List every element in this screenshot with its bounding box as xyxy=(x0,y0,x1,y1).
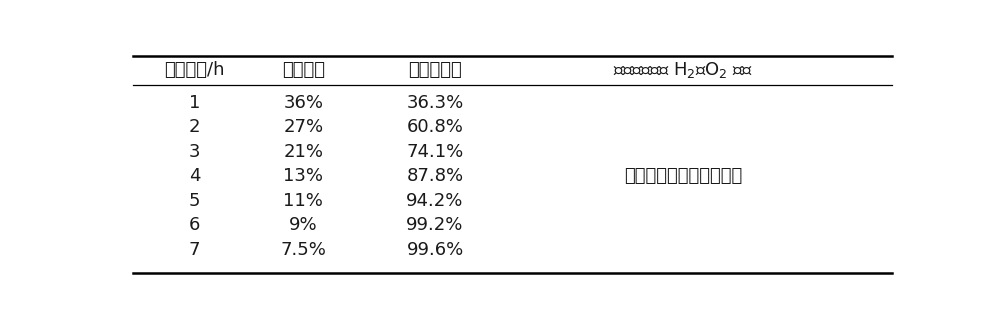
Text: 7.5%: 7.5% xyxy=(280,240,326,259)
Text: 99.6%: 99.6% xyxy=(406,240,464,259)
Text: 电解时间/h: 电解时间/h xyxy=(164,61,225,79)
Text: 6: 6 xyxy=(189,216,200,234)
Text: 27%: 27% xyxy=(283,118,323,136)
Text: 87.8%: 87.8% xyxy=(406,167,464,185)
Text: 电极表面产生 $\mathregular{H_2}$、$\mathregular{O_2}$ 情况: 电极表面产生 $\mathregular{H_2}$、$\mathregular… xyxy=(613,60,753,80)
Text: 21%: 21% xyxy=(283,142,323,160)
Text: 60.8%: 60.8% xyxy=(407,118,463,136)
Text: 36.3%: 36.3% xyxy=(406,94,464,112)
Text: 13%: 13% xyxy=(283,167,323,185)
Text: 5: 5 xyxy=(189,192,200,210)
Text: 4: 4 xyxy=(189,167,200,185)
Text: 3: 3 xyxy=(189,142,200,160)
Text: 7: 7 xyxy=(189,240,200,259)
Text: 74.1%: 74.1% xyxy=(406,142,464,160)
Text: 36%: 36% xyxy=(283,94,323,112)
Text: 11%: 11% xyxy=(283,192,323,210)
Text: 电解破坏率: 电解破坏率 xyxy=(408,61,462,79)
Text: 电流效率: 电流效率 xyxy=(282,61,325,79)
Text: 94.2%: 94.2% xyxy=(406,192,464,210)
Text: 99.2%: 99.2% xyxy=(406,216,464,234)
Text: 产生较多量的氢气和氧气: 产生较多量的氢气和氧气 xyxy=(624,167,742,185)
Text: 1: 1 xyxy=(189,94,200,112)
Text: 2: 2 xyxy=(189,118,200,136)
Text: 9%: 9% xyxy=(289,216,318,234)
